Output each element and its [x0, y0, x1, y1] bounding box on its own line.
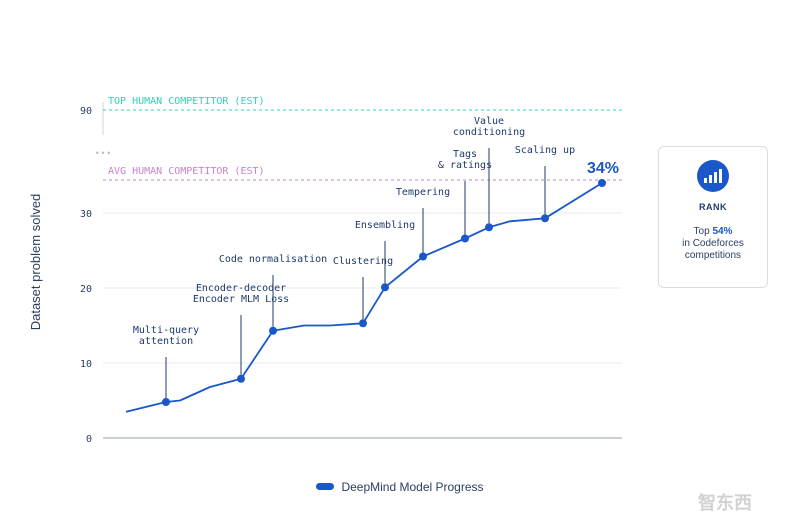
rank-text: Top 54% in Codeforces competitions: [682, 226, 744, 261]
rank-card: RANK Top 54% in Codeforces competitions: [658, 146, 768, 288]
y-tick-30: 30: [80, 209, 92, 220]
legend-swatch: [316, 483, 335, 491]
annotation-label-4: Encoder-decoder Encoder MLM Loss: [193, 283, 289, 305]
annotation-label-1: Multi-query attention: [133, 325, 199, 347]
y-axis: 0 10 20 30 90 • • •: [80, 102, 110, 445]
legend: DeepMind Model Progress: [0, 479, 800, 494]
data-point-10: [419, 252, 427, 261]
y-tick-10: 10: [80, 359, 92, 370]
reference-label-1: AVG HUMAN COMPETITOR (EST): [108, 166, 265, 177]
data-point-4: [237, 374, 245, 383]
data-point-14: [541, 214, 549, 223]
reference-label-0: TOP HUMAN COMPETITOR (EST): [108, 96, 265, 107]
reference-lines: TOP HUMAN COMPETITOR (EST) AVG HUMAN COMP…: [103, 96, 622, 181]
series-deepmind: [125, 182, 603, 413]
data-point-8: [359, 319, 367, 328]
legend-label: DeepMind Model Progress: [341, 479, 484, 494]
end-value-label: 34%: [587, 160, 619, 177]
rank-title: RANK: [699, 202, 727, 212]
annotation-label-9: Ensembling: [355, 220, 415, 231]
y-axis-label: Dataset problem solved: [28, 194, 43, 331]
data-point-15: [598, 179, 606, 187]
annotation-label-12: Value conditioning: [453, 116, 525, 138]
annotation-label-5: Code normalisation: [219, 254, 327, 265]
watermark: 智东西: [698, 493, 752, 513]
data-point-5: [269, 326, 277, 335]
data-point-12: [485, 223, 493, 232]
annotation-label-14: Scaling up: [515, 145, 575, 156]
bar-chart-icon: [697, 160, 729, 192]
data-point-11: [461, 234, 469, 243]
annotations: Multi-query attention Encoder-decoder Encod…: [133, 116, 619, 406]
annotation-label-10: Tempering: [396, 187, 450, 198]
y-tick-90: 90: [80, 106, 92, 117]
axis-break-marker: • • •: [96, 148, 110, 158]
rank-value: 54%: [712, 226, 733, 237]
y-tick-20: 20: [80, 284, 92, 295]
annotation-label-11: Tags & ratings: [438, 149, 492, 171]
series-line: [125, 182, 603, 413]
data-point-9: [381, 283, 389, 292]
data-point-1: [162, 398, 170, 406]
y-tick-0: 0: [86, 434, 92, 445]
annotation-label-8: Clustering: [333, 256, 393, 267]
